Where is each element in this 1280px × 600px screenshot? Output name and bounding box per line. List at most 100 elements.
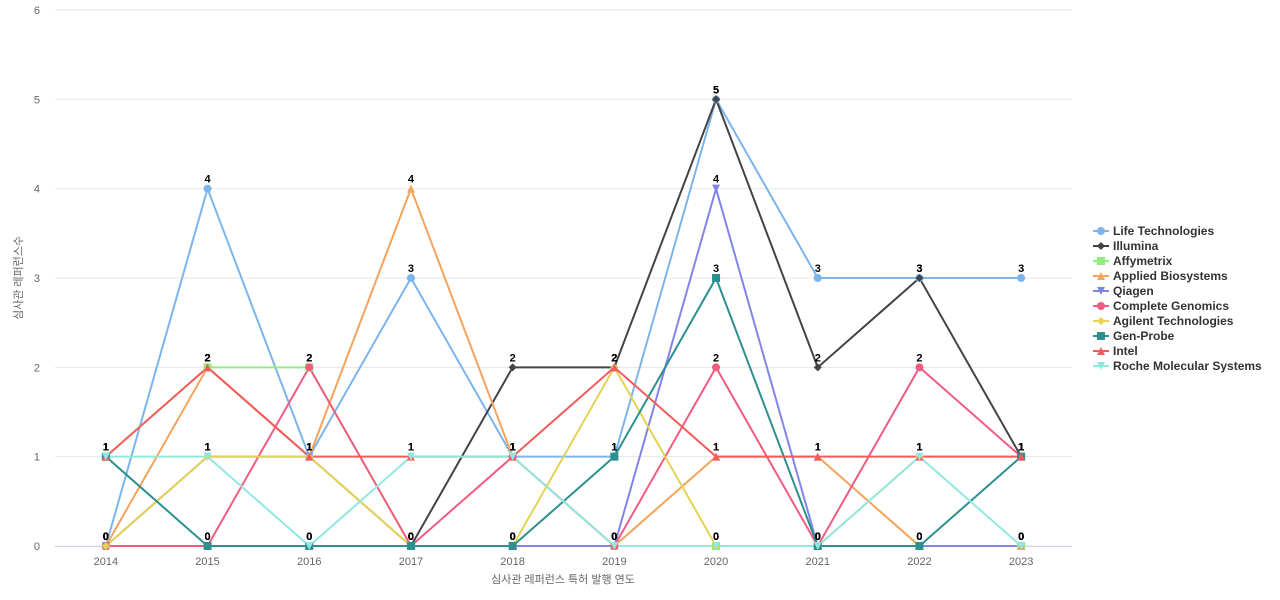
data-label: 4 (408, 174, 415, 186)
y-tick-label: 1 (34, 452, 40, 464)
data-label: 1 (916, 442, 922, 454)
legend-item[interactable]: Gen-Probe (1093, 329, 1175, 343)
data-label: 3 (916, 263, 922, 275)
data-label: 2 (204, 352, 210, 364)
data-label: 5 (713, 84, 719, 96)
data-label: 3 (408, 263, 414, 275)
point (406, 184, 415, 193)
point (610, 363, 619, 372)
point (508, 542, 517, 550)
data-label: 1 (103, 442, 109, 454)
point (1017, 452, 1026, 461)
point (203, 542, 212, 550)
data-label: 0 (306, 531, 312, 543)
point (610, 542, 619, 550)
data-label: 0 (204, 531, 210, 543)
data-label: 1 (510, 442, 516, 454)
data-label: 2 (510, 352, 516, 364)
data-label: 0 (611, 531, 617, 543)
legend-label: Applied Biosystems (1113, 269, 1228, 283)
x-tick-label: 2018 (500, 556, 524, 568)
data-label: 0 (611, 531, 617, 543)
data-label: 0 (510, 531, 516, 543)
data-label: 1 (1018, 442, 1024, 454)
x-tick-label: 2021 (806, 556, 830, 568)
data-label: 3 (815, 263, 821, 275)
legend-item[interactable]: Illumina (1093, 239, 1159, 253)
data-label: 1 (306, 442, 312, 454)
point (1097, 272, 1105, 280)
data-label: 0 (408, 531, 414, 543)
point (1097, 362, 1105, 370)
data-label: 1 (1018, 442, 1024, 454)
point (1097, 242, 1105, 250)
legend-item[interactable]: Affymetrix (1093, 254, 1173, 268)
legend-item[interactable]: Agilent Technologies (1093, 314, 1234, 328)
y-tick-label: 0 (34, 541, 40, 553)
data-label: 0 (408, 531, 414, 543)
y-tick-label: 3 (34, 273, 40, 285)
point (101, 452, 110, 461)
point (712, 363, 721, 372)
point (508, 363, 517, 372)
point (813, 542, 822, 550)
legend-item[interactable]: Applied Biosystems (1093, 269, 1228, 283)
legend-item[interactable]: Intel (1093, 344, 1138, 358)
point (813, 274, 822, 282)
point (1097, 287, 1105, 295)
data-label: 4 (713, 174, 720, 186)
legend-label: Intel (1113, 344, 1138, 358)
data-label: 4 (204, 174, 211, 186)
data-label: 0 (1018, 531, 1024, 543)
data-label: 1 (815, 442, 821, 454)
point (1017, 542, 1026, 550)
data-label: 1 (1018, 442, 1024, 454)
point (813, 452, 822, 461)
point (406, 452, 415, 461)
data-label: 0 (408, 531, 414, 543)
y-tick-label: 6 (34, 5, 40, 17)
data-label: 3 (1018, 263, 1024, 275)
data-label: 1 (611, 442, 617, 454)
legend-item[interactable]: Roche Molecular Systems (1093, 359, 1262, 373)
data-label: 0 (916, 531, 922, 543)
point (1097, 257, 1105, 265)
point (305, 542, 314, 550)
series-line (105, 455, 1022, 548)
data-label: 5 (713, 84, 719, 96)
data-label: 0 (611, 531, 617, 543)
legend-label: Agilent Technologies (1113, 314, 1234, 328)
x-tick-label: 2014 (94, 556, 118, 568)
x-tick-label: 2017 (399, 556, 423, 568)
data-label: 1 (713, 442, 719, 454)
legend-item[interactable]: Qiagen (1093, 284, 1154, 298)
x-tick-label: 2022 (907, 556, 931, 568)
y-tick-label: 2 (34, 362, 40, 374)
data-label: 2 (611, 352, 617, 364)
legend-item[interactable]: Life Technologies (1093, 224, 1214, 238)
point (712, 184, 721, 193)
data-label: 0 (815, 531, 821, 543)
series-line (105, 96, 1023, 547)
data-label: 0 (815, 531, 821, 543)
legend-item[interactable]: Complete Genomics (1093, 299, 1229, 313)
data-label: 1 (204, 442, 210, 454)
data-label: 0 (815, 531, 821, 543)
point (203, 363, 212, 372)
data-label: 1 (1018, 442, 1024, 454)
data-label: 0 (408, 531, 414, 543)
data-label: 0 (408, 531, 414, 543)
data-label: 2 (204, 352, 210, 364)
data-label: 1 (815, 442, 821, 454)
point (305, 363, 314, 372)
data-label: 0 (916, 531, 922, 543)
point (1017, 274, 1026, 282)
point (1097, 227, 1105, 235)
point (101, 542, 110, 550)
x-tick-label: 2016 (297, 556, 321, 568)
data-label: 2 (611, 352, 617, 364)
data-label: 0 (408, 531, 414, 543)
point (508, 452, 517, 461)
point (712, 452, 721, 461)
